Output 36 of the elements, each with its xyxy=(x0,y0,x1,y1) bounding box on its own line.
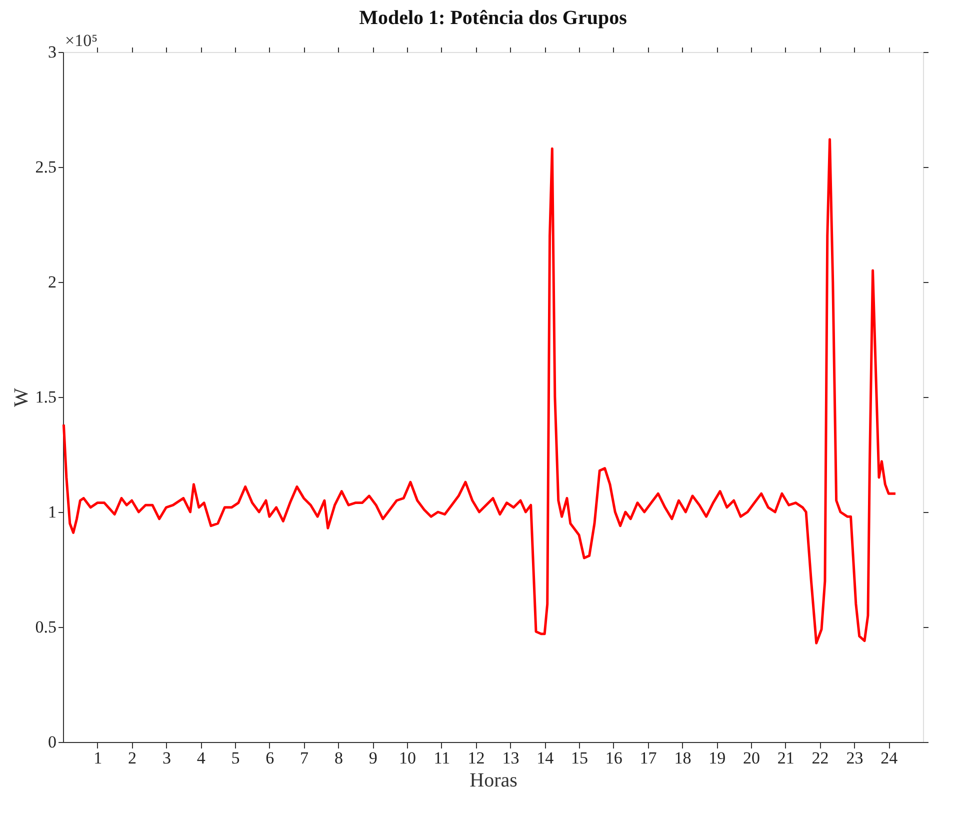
x-tick-label: 22 xyxy=(812,748,829,768)
x-tick-label: 7 xyxy=(300,748,310,768)
x-tick-label: 5 xyxy=(231,748,240,768)
x-tick-label: 13 xyxy=(502,748,520,768)
text: ×10⁵ xyxy=(65,31,98,50)
x-axis-title: Horas xyxy=(470,770,518,792)
y-tick-label: 3 xyxy=(48,42,56,62)
x-tick-label: 14 xyxy=(536,748,554,768)
x-tick-label: 6 xyxy=(266,748,274,768)
x-tick-label: 10 xyxy=(399,748,416,768)
y-tick-label: 0.5 xyxy=(35,618,56,636)
x-tick-label: 8 xyxy=(334,748,343,768)
x-tick-label: 17 xyxy=(640,748,658,768)
y-tick-label: 0 xyxy=(48,732,56,752)
x-tick-label: 3 xyxy=(162,748,171,768)
chart-title: Modelo 1: Potência dos Grupos xyxy=(359,7,628,29)
x-tick-label: 15 xyxy=(571,748,588,768)
y-axis-title: W xyxy=(10,388,32,407)
x-tick-label: 20 xyxy=(743,748,760,768)
x-tick-label: 18 xyxy=(674,748,692,768)
x-tick-label: 4 xyxy=(196,748,206,768)
y-tick-label: 1 xyxy=(48,502,56,522)
y-tick-label: 1.5 xyxy=(35,388,56,406)
y-tick-label: 2.5 xyxy=(35,158,56,176)
x-tick-label: 23 xyxy=(846,748,864,768)
x-tick-label: 16 xyxy=(605,748,622,768)
x-tick-label: 2 xyxy=(128,748,137,768)
x-tick-label: 21 xyxy=(777,748,794,768)
x-tick-label: 12 xyxy=(468,748,485,768)
x-tick-label: 9 xyxy=(368,748,378,768)
x-tick-label: 19 xyxy=(708,748,726,768)
line-series xyxy=(62,138,897,644)
x-tick-label: 1 xyxy=(94,748,102,768)
x-tick-label: 11 xyxy=(434,748,450,768)
y-tick-label: 2 xyxy=(48,272,56,292)
x-tick-label: 24 xyxy=(880,748,898,768)
